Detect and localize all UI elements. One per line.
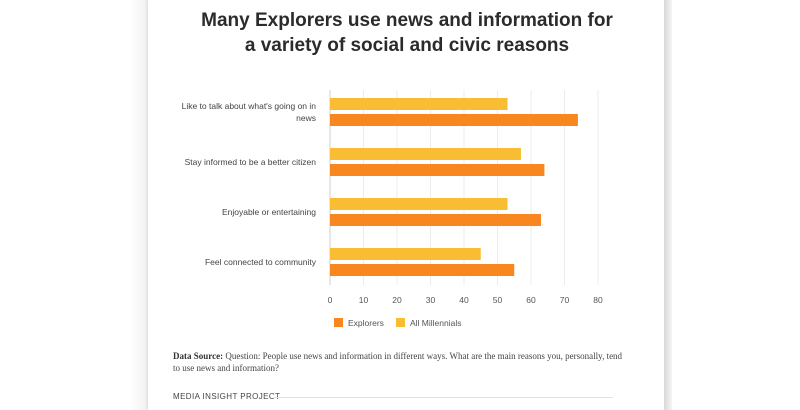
legend-swatch-all-millennials: [396, 318, 405, 327]
category-label-3: Feel connected to community: [205, 257, 317, 267]
x-tick-label-40: 40: [459, 295, 469, 305]
bar-explorers-3: [330, 264, 515, 276]
legend-label-explorers: Explorers: [348, 318, 384, 328]
category-label-1: Stay informed to be a better citizen: [185, 157, 317, 167]
data-source-label: Data Source:: [173, 351, 224, 361]
x-tick-label-0: 0: [328, 295, 333, 305]
x-tick-label-70: 70: [560, 295, 570, 305]
bar-explorers-0: [330, 114, 578, 126]
bar-explorers-2: [330, 214, 542, 226]
data-source-note: Data Source: Question: People use news a…: [173, 350, 623, 374]
bar-all-millennials-2: [330, 198, 508, 210]
category-label-0-line-1: news: [296, 113, 316, 123]
x-tick-label-50: 50: [493, 295, 503, 305]
bar-explorers-1: [330, 164, 545, 176]
category-label-2: Enjoyable or entertaining: [222, 207, 316, 217]
x-tick-label-30: 30: [426, 295, 436, 305]
bar-all-millennials-0: [330, 98, 508, 110]
bar-all-millennials-1: [330, 148, 521, 160]
bar-all-millennials-3: [330, 248, 481, 260]
page-edge: [664, 0, 672, 410]
footer-project-name: MEDIA INSIGHT PROJECT: [173, 392, 281, 401]
category-label-0-line-0: Like to talk about what's going on in: [182, 101, 317, 111]
legend-swatch-explorers: [334, 318, 343, 327]
x-tick-label-60: 60: [526, 295, 536, 305]
chart-title: Many Explorers use news and information …: [148, 8, 666, 58]
x-tick-label-10: 10: [359, 295, 369, 305]
x-tick-label-80: 80: [593, 295, 603, 305]
x-tick-label-20: 20: [392, 295, 402, 305]
page-shadow: [130, 0, 148, 410]
report-page: Many Explorers use news and information …: [148, 0, 666, 410]
chart-title-line-2: a variety of social and civic reasons: [244, 35, 570, 56]
bar-chart: Like to talk about what's going on in new…: [182, 90, 603, 328]
chart-title-line-1: Many Explorers use news and information …: [201, 10, 613, 31]
legend-label-all-millennials: All Millennials: [410, 318, 462, 328]
footer-divider: [273, 397, 613, 398]
data-source-text: Question: People use news and informatio…: [173, 351, 623, 373]
